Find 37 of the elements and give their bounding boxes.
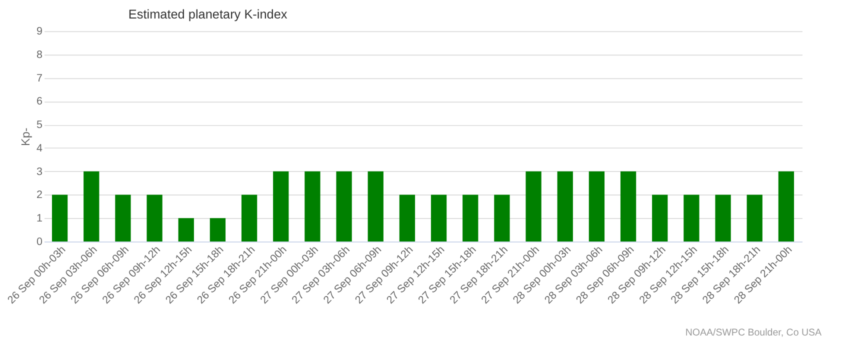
bar bbox=[746, 194, 762, 242]
bar bbox=[336, 171, 352, 242]
y-tick-label: 8 bbox=[36, 48, 43, 61]
bar bbox=[526, 171, 542, 242]
y-tick-label: 0 bbox=[36, 236, 43, 248]
y-tick-label: 1 bbox=[36, 212, 43, 225]
bar bbox=[178, 218, 194, 242]
y-tick-label: 7 bbox=[36, 72, 43, 84]
bar bbox=[715, 194, 731, 242]
bar bbox=[210, 218, 226, 242]
bar bbox=[588, 171, 605, 242]
bar bbox=[652, 194, 668, 242]
bar bbox=[273, 171, 289, 242]
text: NOAA/SWPC Boulder, Co USA bbox=[685, 327, 822, 338]
bar bbox=[620, 171, 636, 242]
y-tick-label: 6 bbox=[36, 96, 43, 108]
bar bbox=[146, 194, 162, 242]
bar bbox=[494, 194, 510, 242]
bar bbox=[778, 171, 794, 242]
chart-title: Estimated planetary K-index bbox=[128, 6, 288, 22]
y-tick-label: 5 bbox=[36, 119, 43, 132]
bar bbox=[52, 194, 68, 242]
bar bbox=[684, 194, 700, 242]
bar bbox=[399, 194, 416, 242]
y-tick-label: 4 bbox=[36, 142, 43, 154]
bar bbox=[304, 171, 320, 242]
bar bbox=[368, 171, 384, 242]
y-tick-label: 3 bbox=[36, 166, 43, 178]
bar bbox=[84, 171, 100, 242]
y-axis-title: Kp- bbox=[20, 128, 33, 146]
bar bbox=[557, 171, 573, 242]
bar bbox=[462, 194, 478, 242]
bar bbox=[241, 194, 258, 242]
bar bbox=[430, 194, 447, 242]
y-tick-label: 2 bbox=[36, 189, 43, 202]
y-tick-label: 9 bbox=[36, 26, 43, 38]
bar bbox=[115, 194, 131, 242]
